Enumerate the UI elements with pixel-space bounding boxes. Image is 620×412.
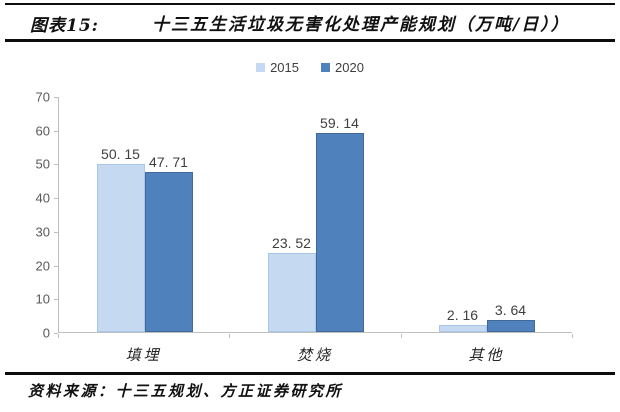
header-divider <box>5 39 615 42</box>
bar-value-label: 23. 52 <box>272 235 311 252</box>
bar-group-其他: 2. 16 3. 64 <box>401 97 572 332</box>
y-tick-label: 50 <box>35 156 50 172</box>
bar-value-label: 50. 15 <box>101 145 140 162</box>
y-tick-label: 40 <box>35 190 50 206</box>
bar-2020-填埋: 47. 71 <box>144 154 193 332</box>
x-tick-mark <box>58 334 59 338</box>
bar-value-label: 2. 16 <box>446 306 479 323</box>
y-tick-mark <box>54 97 58 98</box>
y-tick-label: 70 <box>35 89 50 105</box>
y-tick-mark <box>54 231 58 233</box>
y-tick-label: 0 <box>42 325 50 341</box>
footer-divider <box>5 372 615 375</box>
figure-number-label: 图表15: <box>30 16 99 36</box>
bar-2015-焚烧: 23. 52 <box>267 235 316 332</box>
legend-item-2020: 2020 <box>321 60 364 75</box>
bar-group-焚烧: 23. 52 59. 14 <box>230 97 401 332</box>
plot-area: 50. 15 47. 71 23. 52 59. 14 2. 16 3. 64 <box>58 97 572 333</box>
legend-label-2015: 2015 <box>270 60 299 75</box>
chart-title: 十三五生活垃圾无害化处理产能规划（万吨/日）） <box>152 15 570 35</box>
bar-2020-焚烧: 59. 14 <box>315 115 364 332</box>
y-tick-label: 60 <box>35 123 50 139</box>
bars-container: 50. 15 47. 71 23. 52 59. 14 2. 16 3. 64 <box>59 97 572 332</box>
bar-group-填埋: 50. 15 47. 71 <box>59 97 230 332</box>
y-tick-mark <box>54 265 58 267</box>
y-tick-label: 20 <box>35 258 50 274</box>
y-tick-mark <box>54 299 58 301</box>
y-tick-mark <box>54 164 58 166</box>
y-tick-marks <box>54 97 58 334</box>
x-tick-mark <box>400 334 402 338</box>
bar-2015-填埋: 50. 15 <box>96 146 145 332</box>
category-label-填埋: 填埋 <box>125 346 162 364</box>
x-tick-mark <box>572 334 573 338</box>
bar-value-label: 59. 14 <box>320 115 359 132</box>
y-axis: 0 10 20 30 40 50 60 70 <box>0 90 50 341</box>
legend-swatch-2020 <box>321 63 330 72</box>
y-tick-mark <box>54 130 58 132</box>
y-tick-mark <box>54 198 58 200</box>
y-tick-mark <box>54 333 58 334</box>
legend-item-2015: 2015 <box>256 60 299 75</box>
top-divider <box>5 3 615 5</box>
legend-swatch-2015 <box>256 63 266 72</box>
x-tick-mark <box>229 334 231 338</box>
bar-2015-其他: 2. 16 <box>438 307 487 332</box>
y-tick-label: 30 <box>35 224 50 240</box>
y-tick-label: 10 <box>35 291 50 307</box>
bar-value-label: 3. 64 <box>494 301 527 318</box>
category-label-其他: 其他 <box>468 346 505 364</box>
x-axis-labels: 填埋 焚烧 其他 <box>58 344 572 365</box>
category-label-焚烧: 焚烧 <box>296 346 333 364</box>
source-note: 资料来源：十三五规划、方正证券研究所 <box>28 382 344 400</box>
legend-label-2020: 2020 <box>335 60 364 75</box>
bar-2020-其他: 3. 64 <box>486 302 535 332</box>
x-tick-marks <box>58 334 573 338</box>
bar-value-label: 47. 71 <box>149 153 188 170</box>
chart-legend: 2015 2020 <box>0 60 620 75</box>
